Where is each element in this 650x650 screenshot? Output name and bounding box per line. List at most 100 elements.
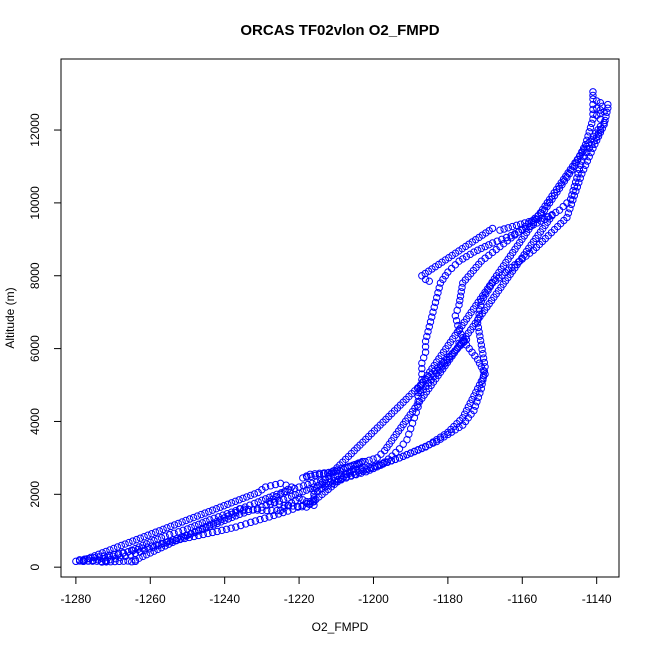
data-point [244,507,253,516]
data-point [253,506,262,514]
y-axis: 0 2000 4000 6000 8000 10000 12000 [28,113,62,571]
data-point [421,337,430,346]
data-point [231,497,240,506]
data-point [410,447,419,456]
data-point [349,461,357,469]
data-point [459,255,467,263]
data-point [287,483,296,491]
data-point [496,226,504,234]
data-point [470,392,478,400]
data-point [222,525,231,533]
data-point [299,488,307,496]
data-point [581,161,590,169]
data-point [146,549,154,557]
data-point [521,219,529,227]
data-point [451,312,460,320]
data-point [154,545,162,554]
data-point [205,507,213,516]
data-point [325,468,333,477]
data-point [440,431,448,439]
data-point [178,518,186,526]
chart-title: ORCAS TF02vlon O2_FMPD [240,22,439,39]
data-point [543,213,551,221]
data-point [481,242,489,251]
data-point [126,551,135,559]
data-point [475,359,484,367]
data-point [421,343,430,351]
data-point [172,536,181,545]
data-point [159,539,168,548]
data-point [421,442,430,451]
data-point [462,252,471,261]
data-point [585,153,593,161]
data-point [414,445,422,454]
data-point [476,332,484,340]
data-point [589,91,597,100]
data-point [232,512,240,520]
data-point [250,490,259,498]
x-tick-label: -1200 [358,592,389,606]
y-tick-label: 10000 [28,186,42,220]
data-point [575,178,583,187]
data-point [498,235,506,244]
data-point [273,493,281,501]
data-point [473,319,482,327]
data-point [424,327,432,336]
data-point [302,472,311,480]
data-point [477,341,486,349]
data-point [455,257,463,265]
data-point [220,502,228,510]
data-point [418,364,426,373]
data-point [444,430,452,439]
data-point [256,515,264,524]
data-point [425,323,433,331]
data-point [242,520,250,528]
data-point [578,170,586,178]
data-point [369,455,377,463]
data-point [479,366,487,375]
data-point [209,521,218,529]
data-point [94,550,103,559]
data-point [157,543,166,552]
y-tick-label: 12000 [28,113,42,147]
data-point [573,183,582,191]
data-point [452,316,461,325]
data-point [548,211,556,220]
data-point [475,328,483,336]
data-point [271,480,280,489]
data-point [479,354,488,362]
data-point [430,303,438,312]
x-tick-label: -1240 [209,592,240,606]
data-point [150,547,158,555]
data-point [357,459,365,467]
data-point [478,345,486,354]
data-point [399,452,407,460]
data-point [168,538,177,547]
data-point [589,110,597,118]
data-point [106,558,115,566]
data-point [365,456,373,465]
data-point [529,216,537,225]
data-point [589,105,597,114]
data-point [273,490,281,499]
data-point [202,522,210,531]
data-point [180,533,188,541]
data-point [480,367,489,375]
data-point [239,507,247,515]
data-point [155,527,164,535]
data-point [228,513,236,522]
y-tick-label: 6000 [28,335,42,362]
data-point [209,519,218,527]
data-point [436,433,445,441]
data-point [119,557,128,565]
data-point [473,246,482,254]
data-point [97,557,106,565]
data-point [187,529,195,538]
x-tick-label: -1220 [284,592,315,606]
data-point [75,557,84,565]
data-point [142,550,151,559]
data-point [583,157,592,165]
data-point [435,284,443,292]
data-point [425,277,433,285]
data-point [135,543,143,551]
